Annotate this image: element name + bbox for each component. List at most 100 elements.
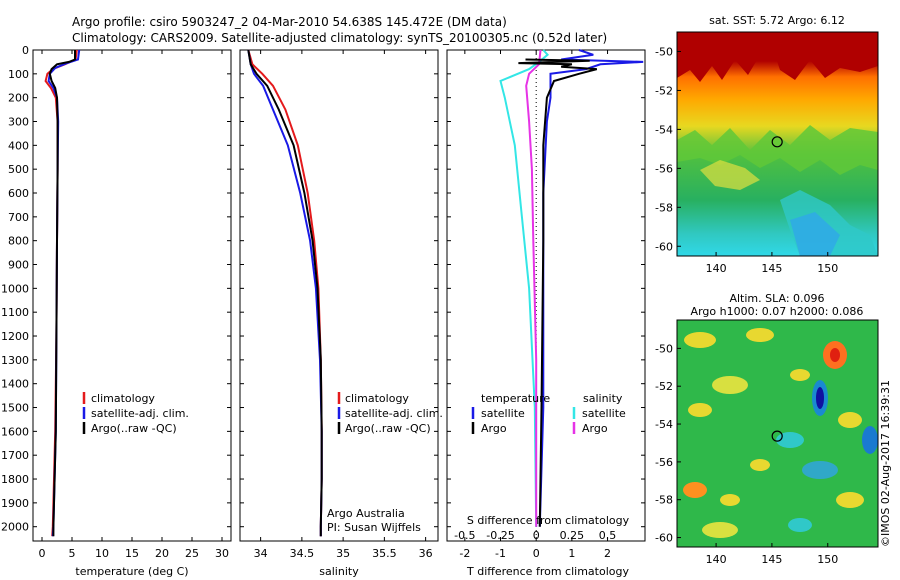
- y-tick-label: 700: [8, 211, 29, 224]
- difference-t-x-ticks: -2 -1 0 1 2: [459, 50, 611, 560]
- lat-tick-label: -58: [655, 494, 673, 507]
- lat-tick-label: -52: [655, 380, 673, 393]
- sst-map-frame: [676, 31, 879, 257]
- s-tick-label: -0.25: [486, 529, 514, 542]
- y-tick-label: 500: [8, 163, 29, 176]
- lat-tick-label: -50: [655, 342, 673, 355]
- s-tick-label: 0: [533, 529, 540, 542]
- x-tick-label: 25: [185, 547, 199, 560]
- y-tick-label: 1200: [1, 330, 29, 343]
- title-line-2: Climatology: CARS2009. Satellite-adjuste…: [72, 31, 607, 45]
- salinity-x-ticks: 34 34.5 35 35.5 36: [254, 50, 433, 560]
- credit-argo-australia: Argo Australia: [327, 507, 405, 520]
- sst-map-panel: sat. SST: 5.72 Argo: 6.12 140 145 150 -50 -5…: [655, 14, 879, 275]
- lat-tick-label: -56: [655, 456, 673, 469]
- lon-tick-label: 140: [706, 262, 727, 275]
- temperature-x-ticks: 0 5 10 15 20 25 30: [39, 50, 229, 560]
- y-tick-label: 2000: [1, 521, 29, 534]
- x-tick-label: 2: [604, 547, 611, 560]
- difference-panel: -2 -1 0 1 2 -0.5 -0.25 0 0.25 0.5 S difference f…: [446, 49, 646, 578]
- series-line-argo: [518, 58, 598, 527]
- series-line-argo-raw-qc-: [247, 49, 323, 537]
- legend-label-climatology: climatology: [345, 392, 409, 405]
- salinity-legend: climatology satellite-adj. clim. Argo(..…: [337, 392, 443, 435]
- x-tick-label: 30: [215, 547, 229, 560]
- x-tick-label: 5: [69, 547, 76, 560]
- legend-label-s-argo: Argo: [582, 422, 608, 435]
- y-tick-label: 1000: [1, 282, 29, 295]
- legend-title-salinity: salinity: [583, 392, 623, 405]
- x-tick-label: 35: [336, 547, 350, 560]
- difference-s-x-ticks: -0.5 -0.25 0 0.25 0.5: [454, 529, 616, 542]
- series-line-argo: [525, 49, 542, 527]
- legend-label-t-argo: Argo: [481, 422, 507, 435]
- difference-lines: [499, 49, 644, 527]
- legend-label-t-satellite: satellite: [481, 407, 525, 420]
- x-tick-label: 34.5: [290, 547, 315, 560]
- lat-tick-label: -54: [655, 418, 673, 431]
- lon-tick-label: 150: [817, 553, 838, 566]
- legend-label-s-satellite: satellite: [582, 407, 626, 420]
- legend-label-argo: Argo(..raw -QC): [91, 422, 177, 435]
- temperature-y-ticks: 0 100 200 300 400 500 600 700 800 900 1000 1100 1200…: [1, 44, 231, 534]
- argo-location-marker: [771, 430, 783, 442]
- y-tick-label: 1900: [1, 497, 29, 510]
- y-tick-label: 900: [8, 259, 29, 272]
- y-tick-label: 100: [8, 68, 29, 81]
- lon-tick-label: 150: [817, 262, 838, 275]
- legend-label-argo: Argo(..raw -QC): [345, 422, 431, 435]
- x-tick-label: 34: [254, 547, 268, 560]
- s-tick-label: 0.5: [599, 529, 617, 542]
- sst-map-image: [677, 32, 878, 256]
- title-line-1: Argo profile: csiro 5903247_2 04-Mar-201…: [72, 15, 507, 29]
- lat-tick-label: -52: [655, 84, 673, 97]
- difference-y-ticks: [447, 49, 645, 528]
- sla-map-title: Altim. SLA: 0.096: [729, 292, 824, 305]
- difference-legend: temperature satellite Argo salinity sate…: [471, 392, 626, 435]
- y-tick-label: 200: [8, 92, 29, 105]
- y-tick-label: 1600: [1, 425, 29, 438]
- temperature-xlabel: temperature (deg C): [75, 565, 188, 578]
- lat-tick-label: -60: [655, 240, 673, 253]
- sla-map-panel: Altim. SLA: 0.096 Argo h1000: 0.07 h2000…: [655, 292, 879, 566]
- temperature-legend: climatology satellite-adj. clim. Argo(..…: [82, 392, 189, 435]
- sla-map-subtitle: Argo h1000: 0.07 h2000: 0.086: [691, 305, 864, 318]
- imos-timestamp: ©IMOS 02-Aug-2017 16:39:31: [879, 380, 892, 547]
- y-tick-label: 1400: [1, 378, 29, 391]
- sst-map-ticks: 140 145 150 -50 -52 -54 -56 -58 -60: [655, 45, 838, 275]
- legend-title-temperature: temperature: [481, 392, 550, 405]
- lat-tick-label: -54: [655, 123, 673, 136]
- y-tick-label: 600: [8, 187, 29, 200]
- temperature-lines: [44, 49, 81, 537]
- t-difference-xlabel: T difference from climatology: [466, 565, 629, 578]
- argo-location-marker: [771, 136, 783, 148]
- legend-label-satellite: satellite-adj. clim.: [91, 407, 189, 420]
- temperature-axes: [32, 49, 232, 542]
- legend-label-satellite: satellite-adj. clim.: [345, 407, 443, 420]
- lon-tick-label: 145: [761, 553, 782, 566]
- y-tick-label: 1800: [1, 473, 29, 486]
- sla-map-image: [677, 320, 878, 547]
- x-tick-label: 0: [39, 547, 46, 560]
- y-tick-label: 300: [8, 116, 29, 129]
- x-tick-label: 36: [419, 547, 433, 560]
- x-tick-label: 0: [533, 547, 540, 560]
- s-difference-xlabel: S difference from climatology: [467, 514, 630, 527]
- y-tick-label: 1700: [1, 449, 29, 462]
- y-tick-label: 800: [8, 235, 29, 248]
- y-tick-label: 1300: [1, 354, 29, 367]
- credit-pi: PI: Susan Wijffels: [327, 521, 421, 534]
- sla-map-ticks: 140 145 150 -50 -52 -54 -56 -58 -60: [655, 342, 838, 566]
- lat-tick-label: -50: [655, 45, 673, 58]
- y-tick-label: 1500: [1, 402, 29, 415]
- salinity-lines: [247, 49, 323, 537]
- y-tick-label: 400: [8, 139, 29, 152]
- x-tick-label: 10: [95, 547, 109, 560]
- salinity-xlabel: salinity: [319, 565, 359, 578]
- y-tick-label: 0: [22, 44, 29, 57]
- temperature-panel: 0100200300400500600700800900100011001200…: [1, 44, 232, 578]
- salinity-y-ticks: [240, 49, 438, 528]
- lon-tick-label: 145: [761, 262, 782, 275]
- lat-tick-label: -56: [655, 162, 673, 175]
